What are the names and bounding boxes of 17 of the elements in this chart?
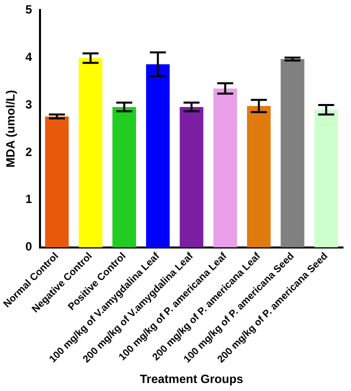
x-axis-title: Treatment Groups	[140, 372, 244, 386]
bar	[280, 59, 304, 248]
y-tick-label: 4	[25, 50, 32, 64]
bar	[78, 58, 102, 248]
y-axis-title: MDA (umol/L)	[4, 90, 18, 168]
y-tick-label: 3	[25, 97, 32, 112]
bar	[146, 64, 170, 248]
bar	[112, 106, 136, 248]
bar	[45, 116, 69, 248]
bar	[180, 106, 204, 248]
bar	[247, 106, 271, 248]
bar	[314, 110, 338, 248]
bar	[213, 88, 238, 248]
y-tick-label: 2	[25, 144, 32, 159]
y-tick-label: 5	[25, 2, 32, 17]
y-tick-label: 0	[25, 240, 32, 254]
y-tick-label: 1	[25, 192, 32, 206]
